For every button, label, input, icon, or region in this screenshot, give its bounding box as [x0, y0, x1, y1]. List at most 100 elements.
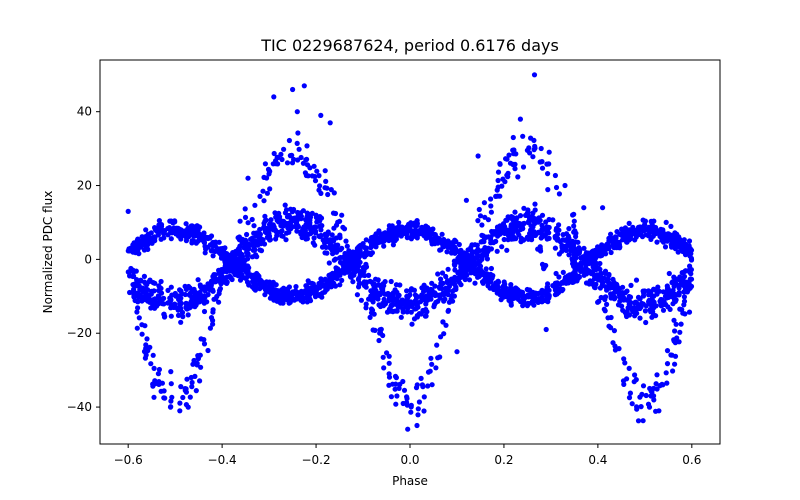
- outlier-point: [562, 182, 568, 189]
- data-point: [592, 285, 598, 291]
- data-point: [357, 268, 363, 275]
- data-point: [318, 276, 324, 282]
- data-point: [277, 300, 284, 306]
- data-point: [495, 230, 501, 236]
- data-point: [273, 282, 279, 288]
- data-point: [476, 273, 482, 279]
- data-point: [377, 303, 384, 310]
- data-point: [521, 205, 527, 211]
- data-point: [304, 143, 310, 149]
- data-point: [150, 237, 156, 243]
- data-point: [481, 278, 487, 284]
- data-point: [257, 286, 263, 292]
- data-point: [353, 255, 359, 261]
- data-point: [445, 238, 451, 244]
- data-point: [472, 271, 478, 277]
- data-point: [537, 217, 543, 223]
- data-point: [475, 253, 481, 259]
- data-point: [253, 252, 259, 258]
- data-point: [293, 296, 300, 302]
- data-point: [366, 296, 372, 302]
- data-point: [211, 296, 217, 302]
- data-point: [216, 291, 222, 297]
- data-point: [293, 284, 299, 290]
- data-point: [557, 239, 564, 245]
- x-tick-label: −0.4: [208, 453, 237, 467]
- data-point: [400, 378, 406, 385]
- data-point: [246, 246, 252, 252]
- data-point: [145, 298, 151, 304]
- data-point: [184, 376, 190, 382]
- data-point: [227, 273, 233, 279]
- data-point: [663, 289, 669, 295]
- y-tick-label: −20: [67, 326, 92, 340]
- data-point: [546, 149, 552, 155]
- data-point: [622, 309, 628, 316]
- data-point: [172, 229, 178, 235]
- data-point: [439, 270, 446, 276]
- data-point: [283, 289, 289, 295]
- data-point: [572, 228, 578, 234]
- data-point: [354, 292, 360, 298]
- data-point: [293, 216, 299, 223]
- data-point: [158, 222, 165, 228]
- data-point: [390, 236, 396, 242]
- data-point: [604, 301, 610, 307]
- data-point: [298, 292, 304, 298]
- data-point: [304, 162, 311, 168]
- data-point: [633, 377, 639, 383]
- outlier-point: [318, 112, 324, 118]
- data-point: [396, 292, 402, 298]
- data-point: [632, 237, 638, 243]
- data-point: [257, 281, 263, 287]
- data-point: [257, 232, 263, 238]
- data-point: [645, 288, 652, 294]
- data-point: [443, 242, 449, 248]
- data-point: [488, 203, 494, 209]
- data-point: [677, 237, 683, 243]
- data-point: [249, 235, 255, 241]
- data-point: [323, 244, 329, 250]
- data-point: [530, 289, 536, 295]
- data-point: [156, 287, 162, 294]
- data-point: [528, 135, 534, 141]
- data-point: [473, 262, 479, 268]
- data-point: [437, 354, 443, 360]
- data-point: [445, 287, 452, 294]
- data-point: [193, 388, 199, 394]
- data-point: [546, 295, 552, 301]
- data-point: [539, 212, 546, 218]
- data-point: [331, 190, 337, 196]
- data-point: [602, 270, 608, 276]
- data-point: [393, 282, 399, 288]
- data-point: [467, 258, 473, 264]
- data-point: [168, 284, 174, 290]
- data-point: [371, 311, 377, 317]
- data-point: [194, 362, 200, 368]
- data-point: [183, 221, 189, 227]
- data-point: [272, 210, 278, 216]
- data-point: [637, 394, 643, 400]
- data-point: [553, 270, 559, 277]
- data-point: [367, 314, 373, 320]
- data-point: [597, 285, 604, 291]
- data-point: [245, 266, 251, 272]
- outlier-point: [475, 153, 481, 159]
- data-point: [317, 183, 323, 189]
- data-point: [156, 379, 162, 385]
- data-point: [222, 260, 228, 267]
- data-point: [448, 276, 455, 282]
- data-point: [671, 242, 677, 248]
- data-point: [431, 304, 437, 310]
- data-point: [381, 299, 387, 305]
- data-point: [197, 282, 203, 288]
- data-point: [438, 334, 444, 340]
- data-point: [553, 225, 560, 232]
- data-point: [567, 241, 573, 247]
- data-point: [524, 286, 530, 293]
- data-point: [178, 306, 184, 312]
- data-point: [682, 311, 688, 317]
- data-point: [527, 150, 533, 156]
- data-point: [284, 160, 291, 166]
- x-tick-label: 0.6: [682, 453, 701, 467]
